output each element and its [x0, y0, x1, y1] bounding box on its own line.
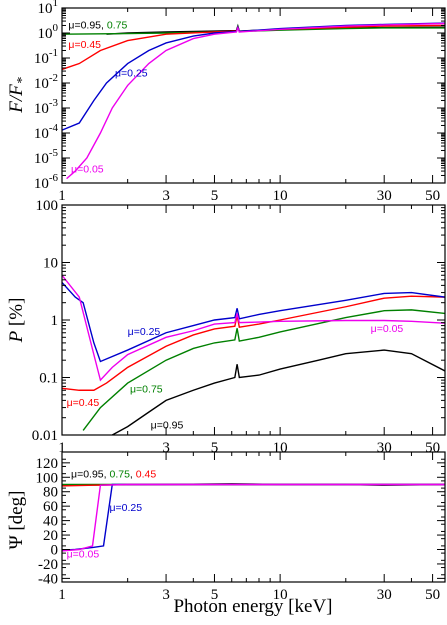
panel-polarization-series [62, 274, 445, 435]
y-tick-label: -20 [38, 557, 58, 573]
y-tick-label: 0.1 [39, 371, 58, 387]
annotation-text: μ=0.25 [115, 68, 148, 80]
y-tick-label: 20 [43, 528, 58, 544]
series-annotation: μ=0.25 [115, 68, 148, 80]
annotation-text: μ=0.45 [68, 39, 101, 51]
x-tick-label: 5 [211, 587, 219, 603]
series-line-mu-0-05 [62, 274, 445, 382]
x-tick-label: 3 [162, 440, 170, 456]
y-tick-label: -40 [38, 571, 58, 587]
series-line-mu-0-05 [66, 22, 445, 180]
annotation-text: 0.45 [136, 468, 157, 480]
series-annotation: μ=0.45 [67, 397, 100, 409]
annotation-text: , [101, 20, 107, 32]
annotation-text: μ=0.75 [130, 383, 163, 395]
annotation-text: μ=0.95 [68, 20, 101, 32]
x-tick-label: 3 [162, 587, 170, 603]
panel-flux-ylabel: F/F* [6, 77, 30, 114]
x-tick-label: 10 [273, 188, 288, 204]
series-annotation: μ=0.25 [128, 326, 161, 338]
annotation-text: μ=0.45 [67, 397, 100, 409]
series-annotation: μ=0.95 [151, 419, 184, 431]
series-annotation: μ=0.05 [71, 164, 104, 176]
annotation-text: μ=0.05 [67, 548, 100, 560]
ylabel-subscript: * [15, 77, 30, 84]
y-tick-label: 10-1 [34, 47, 58, 67]
annotation-text: , [104, 468, 110, 480]
series-line-mu-0-25 [62, 483, 445, 551]
y-tick-label: 0 [51, 543, 59, 559]
y-tick-label: 101 [38, 0, 59, 17]
panel-flux-ticks: 1 3 5 10 30 50 10-6 10-5 10-4 10-3 10-2 10-1 100 101 [34, 0, 445, 204]
x-tick-label: 50 [425, 188, 440, 204]
y-tick-label: 40 [43, 514, 58, 530]
annotation-text: 0.75 [107, 20, 128, 32]
x-tick-label: 5 [211, 188, 219, 204]
panel-angle-ylabel: Ψ [deg] [6, 491, 27, 550]
series-line-mu-0-45 [62, 24, 445, 71]
series-annotation: μ=0.75 [130, 383, 163, 395]
series-annotation: μ=0.25 [109, 502, 142, 514]
annotation-text: μ=0.05 [371, 323, 404, 335]
y-tick-label: 10-6 [34, 172, 59, 192]
series-annotation: μ=0.95, 0.75, 0.45 [71, 468, 156, 480]
panel-polarization-annotations: μ=0.25 μ=0.05 μ=0.75 μ=0.45 μ=0.95 [67, 323, 404, 432]
y-tick-label: 10-2 [34, 72, 58, 92]
x-tick-label: 10 [273, 587, 288, 603]
annotation-text: μ=0.05 [71, 164, 104, 176]
annotation-text: μ=0.95 [151, 419, 184, 431]
y-tick-label: 10 [43, 256, 58, 272]
x-tick-label: 50 [425, 587, 440, 603]
series-line-mu-0-05 [62, 483, 445, 552]
y-tick-label: 80 [43, 485, 58, 501]
series-line-mu-0-75 [82, 309, 445, 431]
y-tick-label: 10-3 [34, 97, 59, 117]
x-tick-label: 1 [58, 440, 66, 456]
annotation-text: μ=0.25 [128, 326, 161, 338]
y-tick-label: 100 [36, 198, 59, 214]
y-tick-label: 120 [36, 456, 59, 472]
annotation-text: 0.75 [109, 468, 130, 480]
panel-polarization-ylabel: P [%] [6, 298, 27, 344]
y-tick-label: 60 [43, 499, 58, 515]
annotation-text: μ=0.25 [109, 502, 142, 514]
y-tick-label: 10-5 [34, 147, 59, 167]
panel-angle-annotations: μ=0.95, 0.75, 0.45 μ=0.25 μ=0.05 [67, 468, 157, 560]
series-annotation: μ=0.05 [371, 323, 404, 335]
series-annotation: μ=0.45 [68, 39, 101, 51]
x-tick-label: 30 [377, 188, 392, 204]
y-tick-label: 100 [36, 470, 59, 486]
x-tick-label: 30 [377, 587, 392, 603]
x-tick-label: 5 [211, 440, 219, 456]
x-tick-label: 1 [58, 587, 66, 603]
panel-flux-series [62, 22, 445, 180]
panel-flux-annotations: μ=0.95, 0.75 μ=0.45 μ=0.25 μ=0.05 [68, 20, 147, 176]
panel-polarization-frame [61, 204, 446, 436]
series-line-mu-0-45 [62, 295, 445, 391]
y-tick-label: 100 [38, 22, 59, 42]
x-tick-label: 3 [162, 188, 170, 204]
y-tick-label: 0.01 [32, 428, 58, 444]
x-axis-title: Photon energy [keV] [173, 596, 332, 617]
annotation-text: , [130, 468, 136, 480]
series-annotation: μ=0.95, 0.75 [68, 20, 127, 32]
series-line-mu-0-95 [111, 349, 445, 435]
panel-angle-frame [61, 451, 446, 583]
x-tick-label: 1 [58, 188, 66, 204]
panel-flux-frame [61, 7, 446, 184]
annotation-text: μ=0.95 [71, 468, 104, 480]
series-annotation: μ=0.05 [67, 548, 100, 560]
panel-flux: F/F* 1 3 5 10 30 50 10-6 10-5 10-4 10-3 10-2 10-1 10… [6, 0, 446, 204]
y-tick-label: 1 [51, 313, 59, 329]
panel-angle-series [62, 483, 445, 552]
series-line-mu-0-25 [62, 281, 445, 363]
y-tick-label: 10-4 [34, 122, 59, 142]
